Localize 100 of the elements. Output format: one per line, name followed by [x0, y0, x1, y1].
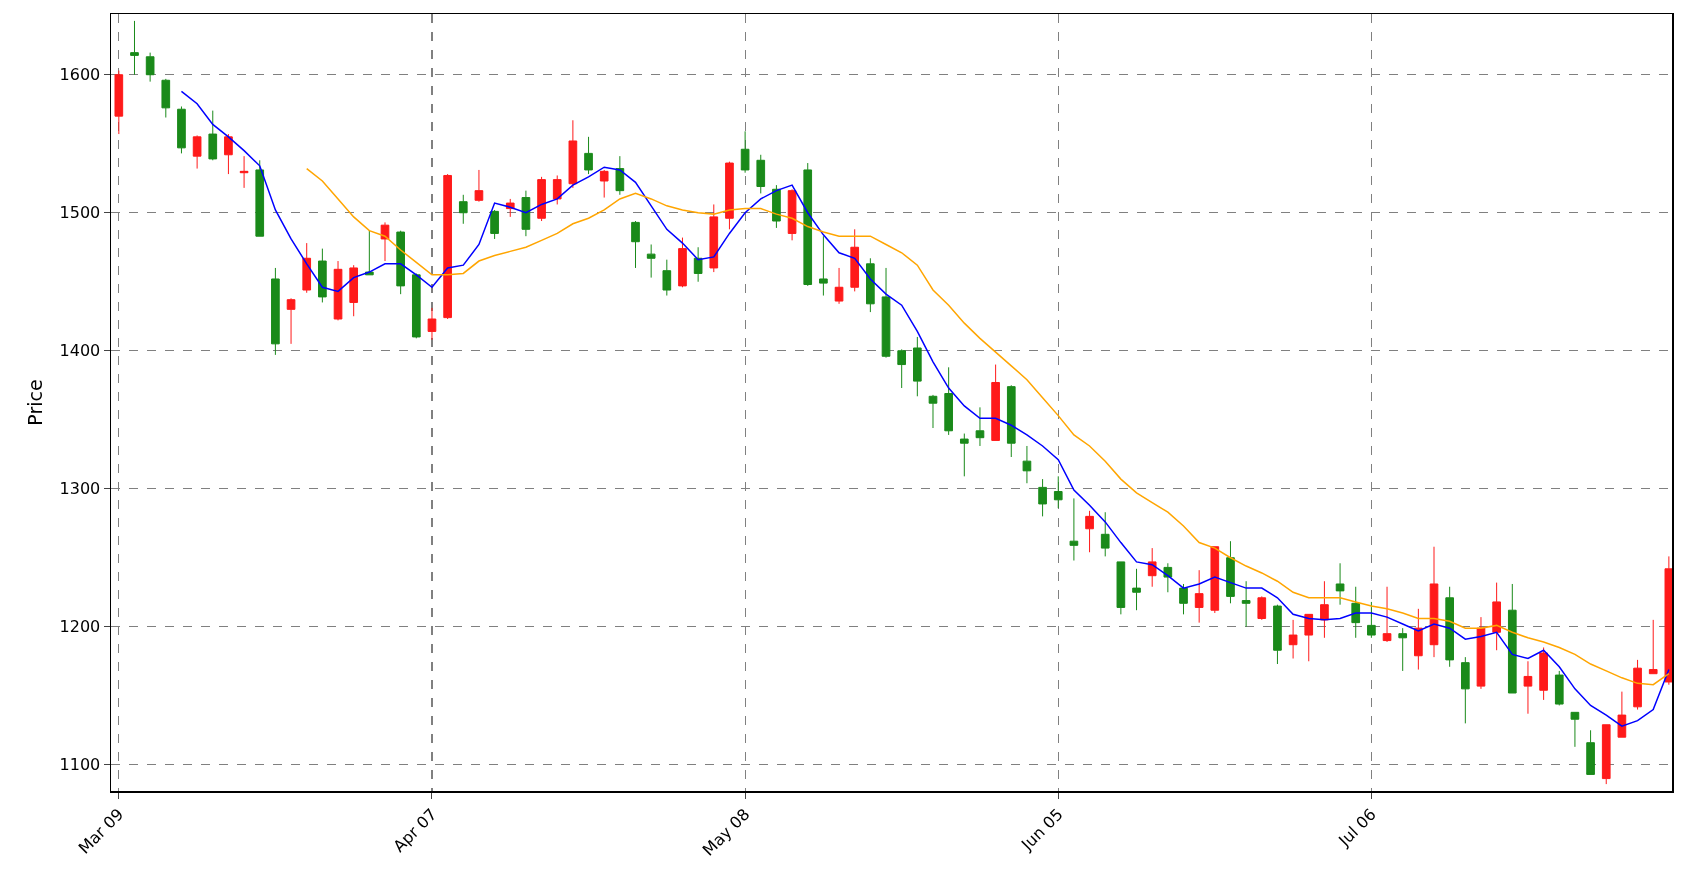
- candlestick: [1382, 586, 1392, 643]
- candlestick: [537, 176, 546, 222]
- candlestick: [1617, 691, 1627, 738]
- y-tick-label: 1100: [59, 755, 101, 775]
- candlestick: [959, 433, 969, 477]
- candlestick: [1507, 583, 1517, 694]
- candlestick: [725, 161, 734, 230]
- candlestick: [1273, 604, 1282, 665]
- candlestick: [1320, 580, 1329, 639]
- candlestick: [897, 348, 907, 389]
- candlestick: [944, 366, 953, 436]
- candlestick: [271, 267, 280, 356]
- x-tick-label: Jul 06: [1334, 804, 1380, 851]
- candlestick: [318, 248, 327, 303]
- candlestick: [1554, 670, 1564, 706]
- candlestick: [1022, 445, 1032, 484]
- candlestick: [443, 173, 452, 320]
- candlestick: [1100, 511, 1110, 557]
- candlestick: [458, 194, 468, 225]
- candlestick: [474, 169, 484, 203]
- candlestick: [224, 133, 233, 175]
- candlestick: [740, 130, 750, 174]
- candlestick: [913, 336, 922, 397]
- candlestick: [1210, 546, 1220, 614]
- candlestick: [1226, 540, 1235, 604]
- x-tick-label: Mar 09: [74, 804, 128, 858]
- candlestick: [521, 190, 531, 237]
- candlestick: [1429, 546, 1439, 658]
- candlestick: [646, 243, 656, 279]
- line-series: [305, 167, 1670, 686]
- candlestick: [615, 155, 625, 196]
- candlestick: [631, 220, 640, 269]
- candlestick: [787, 188, 797, 241]
- candlestick: [568, 119, 578, 189]
- y-tick-label: 1500: [59, 203, 101, 223]
- candlestick: [1476, 616, 1486, 690]
- candlestick: [177, 105, 186, 154]
- candlestick: [803, 162, 813, 287]
- candlestick: [1539, 646, 1548, 701]
- candlestick: [975, 406, 985, 447]
- candlestick: [1179, 583, 1188, 615]
- candlestick: [819, 235, 828, 297]
- candlestick: [1194, 569, 1204, 624]
- candlestick: [161, 78, 171, 119]
- candlestick: [834, 267, 844, 305]
- candlestick: [991, 364, 1000, 441]
- candlestick: [1445, 586, 1455, 668]
- candlestick: [662, 259, 672, 297]
- candlestick: [1257, 595, 1267, 621]
- y-tick-label: 1200: [59, 617, 101, 637]
- candlestick: [709, 203, 719, 273]
- candlestick: [756, 154, 766, 194]
- candlestick: [599, 169, 609, 199]
- candlestick: [1304, 613, 1314, 662]
- x-tick-label: Jun 05: [1016, 804, 1067, 855]
- candlestick: [693, 246, 703, 283]
- candlestick: [208, 110, 218, 161]
- candlestick: [145, 52, 155, 83]
- candlestick: [302, 242, 312, 294]
- candlestick: [380, 221, 390, 262]
- candlestick: [1570, 711, 1580, 748]
- candlestick: [239, 155, 249, 189]
- candlestick: [1163, 562, 1173, 593]
- candlestick: [584, 136, 593, 175]
- candlestick: [255, 159, 265, 237]
- candlestick: [1132, 568, 1141, 611]
- candlestick: [1664, 555, 1672, 686]
- candlestick: [1288, 619, 1298, 660]
- candlestick: [411, 272, 421, 339]
- candlestick: [490, 209, 499, 240]
- candlestick: [1648, 619, 1658, 675]
- candlestick: [192, 134, 202, 170]
- candlestick: [1053, 475, 1063, 509]
- candlestick: [365, 230, 374, 276]
- candlestick: [772, 184, 781, 229]
- candlestick: [333, 260, 343, 321]
- candlestick: [396, 230, 405, 295]
- y-tick-label: 1600: [59, 65, 101, 85]
- candlestick: [1398, 627, 1408, 672]
- candlestick: [1601, 724, 1611, 785]
- candlestick: [286, 297, 296, 345]
- candlestick: [928, 394, 938, 429]
- candlestick: [1492, 582, 1501, 651]
- candlestick: [1523, 660, 1533, 715]
- y-tick-label: 1400: [59, 341, 101, 361]
- candlestick: [678, 237, 687, 288]
- candlestick: [1367, 601, 1376, 639]
- candlestick: [427, 307, 437, 341]
- candlestick: [349, 264, 359, 317]
- candlestick: [1116, 561, 1126, 615]
- candlestick: [1633, 659, 1642, 711]
- candlestick: [1586, 729, 1595, 775]
- candlestick: [1351, 586, 1361, 639]
- y-tick-label: 1300: [59, 479, 101, 499]
- candlestick: [130, 20, 139, 76]
- candlestick: [850, 228, 860, 292]
- candlestick: [1414, 608, 1423, 671]
- x-tick-label: Apr 07: [389, 804, 441, 856]
- candlestick: [1335, 562, 1345, 606]
- candlestick: [1460, 656, 1470, 724]
